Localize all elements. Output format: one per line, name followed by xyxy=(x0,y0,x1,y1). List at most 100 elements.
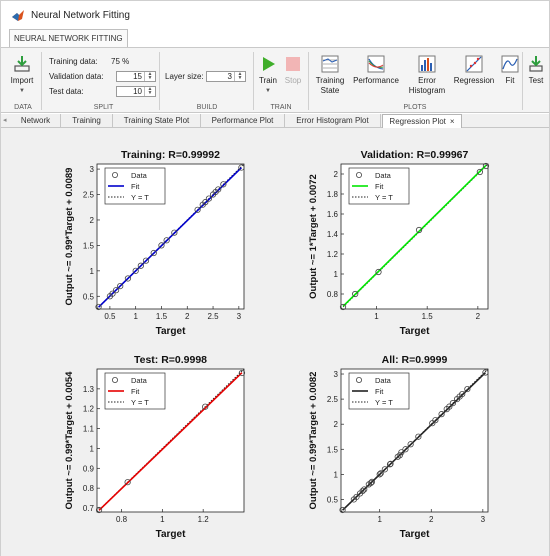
tab-regression-plot[interactable]: Regression Plot × xyxy=(382,114,462,129)
x-tick-label: 2 xyxy=(429,515,434,524)
y-tick-label: 1.5 xyxy=(327,445,339,454)
regression-panel-2: Test: R=0.9998 Target Output ~= 0.99*Targe… xyxy=(64,354,246,540)
y-tick-label: 2 xyxy=(90,216,95,225)
legend-label-fit: Fit xyxy=(375,182,384,191)
validation-data-value: 15 xyxy=(133,72,142,81)
plot-tab-strip: ◂ Network Training Training State Plot P… xyxy=(1,114,549,129)
y-tick-label: 1 xyxy=(334,470,339,479)
y-tick-label: 1.4 xyxy=(327,230,339,239)
data-point xyxy=(396,452,403,459)
y-tick-label: 1.2 xyxy=(327,250,339,259)
regression-panel-1: Validation: R=0.99967 Target Output ~= 1*T… xyxy=(308,149,490,337)
x-axis-label: Target xyxy=(156,529,186,540)
performance-icon xyxy=(367,55,385,73)
data-point xyxy=(158,242,165,249)
y-tick-label: 2 xyxy=(334,170,339,179)
x-tick-label: 0.8 xyxy=(116,515,128,524)
legend-data-marker xyxy=(112,172,119,179)
data-point xyxy=(459,390,466,398)
legend-label-data: Data xyxy=(131,171,148,180)
plot-title: Validation: R=0.99967 xyxy=(361,149,469,161)
regression-button[interactable]: Regression xyxy=(453,54,495,86)
data-point xyxy=(137,262,144,269)
spinner-arrows[interactable]: ▲ ▼ xyxy=(144,87,155,96)
tab-training-state-plot[interactable]: Training State Plot xyxy=(113,114,201,128)
spinner-arrows[interactable]: ▲ ▼ xyxy=(144,72,155,81)
group-label-plots: PLOTS xyxy=(403,104,427,111)
plot-title: Training: R=0.99992 xyxy=(121,149,220,161)
error-histogram-button[interactable]: Error Histogram xyxy=(405,54,449,96)
data-point xyxy=(142,257,150,264)
fit-button[interactable]: Fit xyxy=(499,54,521,86)
data-point xyxy=(171,229,178,236)
data-point xyxy=(381,466,388,473)
data-point xyxy=(361,486,368,493)
training-data-value: 75 % xyxy=(111,57,130,66)
test-label: Test xyxy=(528,76,544,85)
window-title: Neural Network Fitting xyxy=(31,9,130,21)
stop-button[interactable]: Stop xyxy=(282,54,304,86)
ribbon-toolbar: Import ▼ DATA Training data: 75 % Valida… xyxy=(1,47,549,113)
training-state-label-line1: Training xyxy=(315,76,345,85)
legend-data-marker xyxy=(112,376,119,383)
separator xyxy=(522,52,523,110)
legend-label-data: Data xyxy=(375,171,392,180)
x-tick-label: 1 xyxy=(377,515,382,524)
decrement-arrow-icon[interactable]: ▼ xyxy=(147,90,153,96)
validation-data-spinner[interactable]: 15 ▲ ▼ xyxy=(116,71,156,82)
test-data-label: Test data: xyxy=(49,87,84,96)
x-tick-label: 2 xyxy=(476,312,481,321)
data-point xyxy=(482,369,489,376)
y-tick-label: 0.5 xyxy=(83,292,95,301)
spinner-arrows[interactable]: ▲ ▼ xyxy=(234,72,245,81)
increment-arrow-icon[interactable]: ▲ xyxy=(147,86,153,92)
training-state-button[interactable]: Training State xyxy=(312,54,348,96)
data-point xyxy=(339,506,346,514)
tab-network[interactable]: Network xyxy=(11,114,61,128)
decrement-arrow-icon[interactable]: ▼ xyxy=(147,75,153,81)
close-icon[interactable]: × xyxy=(449,117,455,126)
data-point xyxy=(205,195,213,202)
layer-size-label: Layer size: xyxy=(165,72,204,81)
plot-title: Test: R=0.9998 xyxy=(134,354,207,366)
tab-scroll-left-icon[interactable]: ◂ xyxy=(3,117,7,124)
import-button[interactable]: Import ▼ xyxy=(7,54,37,96)
increment-arrow-icon[interactable]: ▲ xyxy=(237,71,243,77)
y-tick-label: 1 xyxy=(90,267,95,276)
fit-icon xyxy=(501,55,519,73)
y-axis-label: Output ~= 1*Target + 0.0072 xyxy=(308,174,319,299)
test-icon xyxy=(529,56,543,72)
fit-line xyxy=(342,164,487,307)
data-point xyxy=(124,479,131,486)
x-tick-label: 2.5 xyxy=(207,312,219,321)
y-axis-label: Output ~= 0.99*Target + 0.0082 xyxy=(308,372,319,510)
histogram-icon xyxy=(418,55,436,73)
tab-training[interactable]: Training xyxy=(61,114,113,128)
y-tick-label: 1.2 xyxy=(83,405,95,414)
data-point xyxy=(339,303,347,311)
tab-performance-plot[interactable]: Performance Plot xyxy=(201,114,285,128)
legend-label-ideal: Y = T xyxy=(131,193,149,202)
data-point xyxy=(398,449,405,456)
data-point xyxy=(117,283,124,290)
fit-label: Fit xyxy=(505,76,515,85)
legend-label-ideal: Y = T xyxy=(131,398,149,407)
data-point xyxy=(449,400,457,407)
y-tick-label: 3 xyxy=(334,370,339,379)
layer-size-spinner[interactable]: 3 ▲ ▼ xyxy=(206,71,246,82)
training-data-label: Training data: xyxy=(49,57,98,66)
layer-size-value: 3 xyxy=(227,72,232,81)
test-button[interactable]: Test xyxy=(525,54,547,86)
title-bar: Neural Network Fitting xyxy=(1,1,549,29)
train-button[interactable]: Train ▼ xyxy=(256,54,280,96)
performance-button[interactable]: Performance xyxy=(351,54,401,86)
increment-arrow-icon[interactable]: ▲ xyxy=(147,71,153,77)
tab-error-histogram-plot[interactable]: Error Histogram Plot xyxy=(285,114,381,128)
test-data-spinner[interactable]: 10 ▲ ▼ xyxy=(116,86,156,97)
regression-label: Regression xyxy=(453,76,495,85)
data-point xyxy=(386,461,394,468)
tab-neural-network-fitting[interactable]: NEURAL NETWORK FITTING xyxy=(9,29,128,47)
regression-figure: Training: R=0.99992 Target Output ~= 0.99*… xyxy=(1,128,549,556)
decrement-arrow-icon[interactable]: ▼ xyxy=(237,75,243,81)
matlab-logo-icon xyxy=(12,10,24,21)
